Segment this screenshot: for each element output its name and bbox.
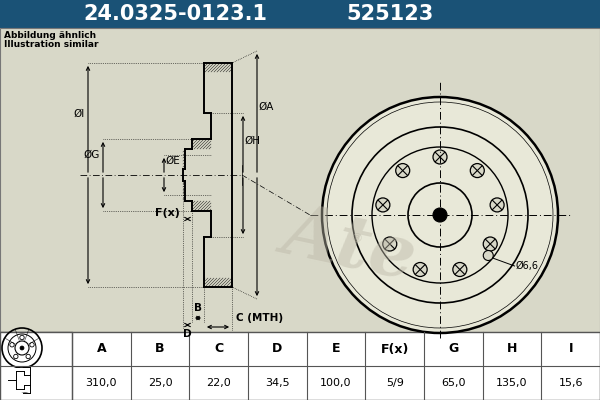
Text: Ate: Ate <box>277 196 423 294</box>
Bar <box>0 28 600 332</box>
Circle shape <box>383 237 397 251</box>
Bar <box>0 332 72 400</box>
Text: Illustration similar: Illustration similar <box>4 40 98 49</box>
Text: 65,0: 65,0 <box>441 378 466 388</box>
Text: 525123: 525123 <box>346 4 434 24</box>
Circle shape <box>376 198 390 212</box>
Text: I: I <box>568 342 573 356</box>
Text: 100,0: 100,0 <box>320 378 352 388</box>
Circle shape <box>433 150 447 164</box>
Text: ØI: ØI <box>74 108 85 118</box>
Text: F(x): F(x) <box>155 208 180 218</box>
Text: F(x): F(x) <box>380 342 409 356</box>
Circle shape <box>433 208 447 222</box>
Text: 15,6: 15,6 <box>559 378 583 388</box>
Text: B: B <box>155 342 165 356</box>
Text: Abbildung ähnlich: Abbildung ähnlich <box>4 31 96 40</box>
Text: ØH: ØH <box>244 136 260 146</box>
Bar <box>10 368 46 392</box>
Text: H: H <box>507 342 517 356</box>
Text: 24.0325-0123.1: 24.0325-0123.1 <box>83 4 267 24</box>
Circle shape <box>470 164 484 178</box>
Text: C (MTH): C (MTH) <box>236 313 283 323</box>
Circle shape <box>20 346 24 350</box>
Circle shape <box>453 262 467 276</box>
Text: 310,0: 310,0 <box>86 378 117 388</box>
Circle shape <box>483 250 493 260</box>
Circle shape <box>322 97 558 333</box>
Circle shape <box>413 262 427 276</box>
Text: ØA: ØA <box>258 102 274 112</box>
Text: D: D <box>183 329 192 339</box>
Text: D: D <box>272 342 283 356</box>
Circle shape <box>396 164 410 178</box>
Text: E: E <box>332 342 340 356</box>
Text: ØE: ØE <box>165 156 180 166</box>
Text: 25,0: 25,0 <box>148 378 172 388</box>
Text: 22,0: 22,0 <box>206 378 231 388</box>
Text: ®: ® <box>350 232 362 245</box>
Text: 34,5: 34,5 <box>265 378 290 388</box>
Circle shape <box>490 198 504 212</box>
Text: G: G <box>448 342 458 356</box>
Bar <box>0 332 600 400</box>
Text: 135,0: 135,0 <box>496 378 528 388</box>
Text: ØG: ØG <box>83 150 100 160</box>
Text: Ø6,6: Ø6,6 <box>515 261 539 271</box>
Circle shape <box>483 237 497 251</box>
Text: B: B <box>194 303 202 313</box>
Bar <box>0 0 600 28</box>
Text: 5/9: 5/9 <box>386 378 404 388</box>
Text: C: C <box>214 342 223 356</box>
Text: A: A <box>97 342 106 356</box>
